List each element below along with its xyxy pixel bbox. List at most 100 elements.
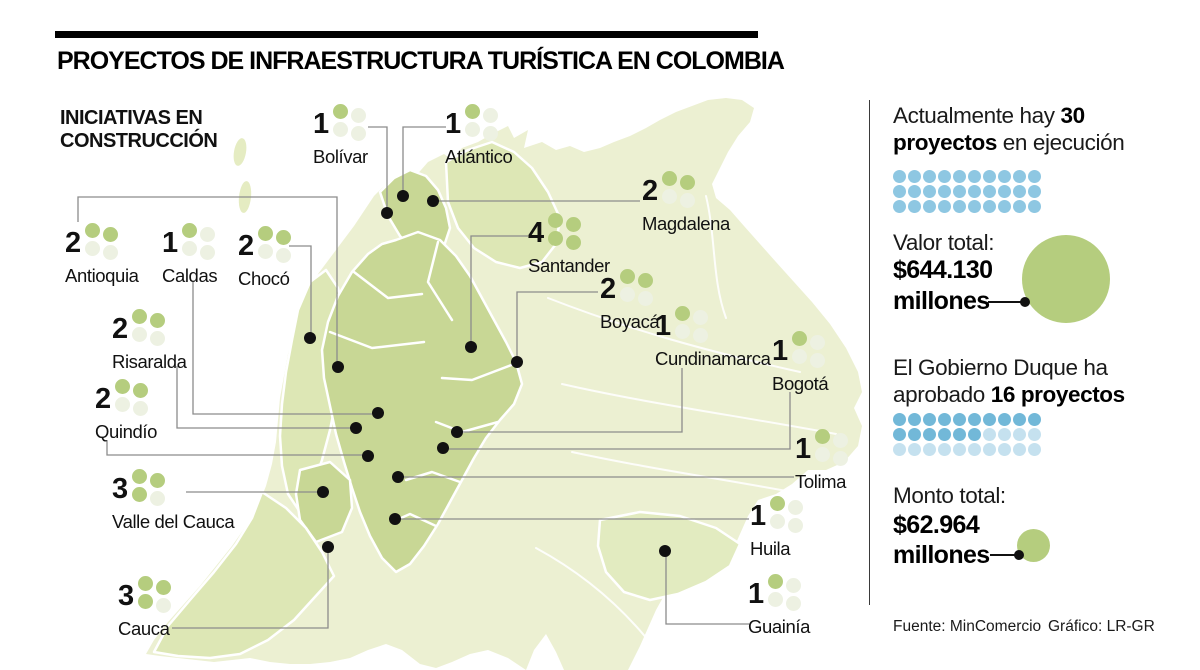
connector-risaralda [176, 366, 356, 429]
unit-dot-light [908, 443, 921, 456]
unit-dot-light [1028, 428, 1041, 441]
unit-dot-filled [953, 170, 966, 183]
map-river-lines [535, 195, 837, 641]
unit-dot-filled [953, 428, 966, 441]
unit-dot-filled [908, 413, 921, 426]
unit-dot-filled [893, 428, 906, 441]
map-marker-tolima [392, 471, 404, 483]
map-subtitle: INICIATIVAS EN CONSTRUCCIÓN [60, 107, 218, 153]
unit-dot-filled [908, 170, 921, 183]
map-marker-choco [304, 332, 316, 344]
unit-dot-filled [1013, 170, 1026, 183]
connector-atlantico [402, 126, 446, 196]
page-title: PROYECTOS DE INFRAESTRUCTURA TURÍSTICA E… [57, 47, 785, 75]
connector-guainia [665, 551, 749, 625]
valor-callout-dot [1020, 297, 1030, 307]
stat-highlight: 30 proyectos [893, 103, 1085, 155]
unit-dot-filled [998, 170, 1011, 183]
unit-dot-filled [983, 185, 996, 198]
unit-dot-filled [968, 428, 981, 441]
unit-dot-light [893, 443, 906, 456]
unit-dot-light [1028, 443, 1041, 456]
unit-dot-filled [953, 413, 966, 426]
source-credit: Fuente: MinComercio [893, 618, 1042, 635]
connector-quindio [106, 440, 368, 456]
dot-chart-en-ejecucion [893, 170, 1041, 213]
connector-cundinamarca [457, 368, 683, 433]
map-marker-huila [389, 513, 401, 525]
valor-total-label: Valor total: [893, 230, 995, 255]
unit-dot-filled [1028, 170, 1041, 183]
unit-dot-filled [998, 185, 1011, 198]
connector-cauca [172, 547, 329, 629]
map-region-andes-highlight [320, 230, 524, 574]
graphic-credit: Gráfico: LR-GR [1048, 618, 1155, 635]
unit-dot-filled [983, 170, 996, 183]
map-island-north [233, 138, 247, 166]
map-marker-caldas [372, 407, 384, 419]
unit-dot-filled [908, 428, 921, 441]
unit-dot-filled [968, 185, 981, 198]
unit-dot-filled [968, 200, 981, 213]
map-marker-cauca [322, 541, 334, 553]
unit-dot-filled [908, 200, 921, 213]
unit-dot-filled [998, 413, 1011, 426]
stat-highlight: 16 proyectos [990, 381, 1125, 407]
unit-dot-filled [893, 170, 906, 183]
unit-dot-light [938, 443, 951, 456]
unit-dot-filled [968, 170, 981, 183]
unit-dot-filled [1028, 413, 1041, 426]
valor-total-unit: millones [893, 287, 990, 315]
valor-callout-line [988, 301, 1022, 303]
map-region-guainia [596, 510, 742, 602]
stat-text: El Gobierno Duque ha aprobado [893, 355, 1108, 407]
map-marker-santander [465, 341, 477, 353]
map-marker-magdalena [427, 195, 439, 207]
unit-dot-filled [938, 200, 951, 213]
map-marker-boyaca [511, 356, 523, 368]
monto-callout-dot [1014, 550, 1024, 560]
map-marker-cundinamarca [451, 426, 463, 438]
unit-dot-filled [938, 170, 951, 183]
unit-dot-light [983, 428, 996, 441]
map-internal-borders [328, 240, 516, 528]
map-marker-bogota [437, 442, 449, 454]
stat-en-ejecucion: Actualmente hay 30 proyectos en ejecució… [893, 103, 1145, 156]
unit-dot-light [998, 428, 1011, 441]
connector-bolivar [368, 126, 388, 213]
header-rule [55, 31, 758, 38]
map-region-valle-cauca [294, 460, 354, 544]
dot-chart-aprobados [893, 413, 1041, 456]
unit-dot-filled [1028, 200, 1041, 213]
connector-caldas [192, 282, 378, 415]
unit-dot-filled [923, 413, 936, 426]
unit-dot-light [923, 443, 936, 456]
unit-dot-filled [938, 185, 951, 198]
unit-dot-light [998, 443, 1011, 456]
unit-dot-filled [1013, 413, 1026, 426]
map-region-narino [152, 490, 336, 660]
unit-dot-light [983, 443, 996, 456]
stat-text: en ejecución [996, 129, 1125, 155]
unit-dot-filled [923, 170, 936, 183]
unit-dot-filled [923, 428, 936, 441]
map-marker-quindio [362, 450, 374, 462]
map-marker-antioquia [332, 361, 344, 373]
panel-divider [869, 100, 870, 605]
map-marker-risaralda [350, 422, 362, 434]
map-subtitle-line1: INICIATIVAS EN [60, 107, 203, 129]
monto-total-unit: millones [893, 541, 990, 569]
unit-dot-filled [893, 185, 906, 198]
connector-choco [289, 245, 312, 338]
connector-bogota [443, 392, 791, 450]
unit-dot-filled [1028, 185, 1041, 198]
unit-dot-filled [968, 413, 981, 426]
monto-total-label: Monto total: [893, 483, 1006, 508]
footer: Fuente: MinComercio Gráfico: LR-GR [893, 618, 1155, 636]
unit-dot-filled [938, 428, 951, 441]
connector-antioquia [77, 196, 338, 367]
map-marker-valle-del-cauca [317, 486, 329, 498]
map-marker-bolivar [381, 207, 393, 219]
valor-total-amount: $644.130 [893, 256, 993, 284]
